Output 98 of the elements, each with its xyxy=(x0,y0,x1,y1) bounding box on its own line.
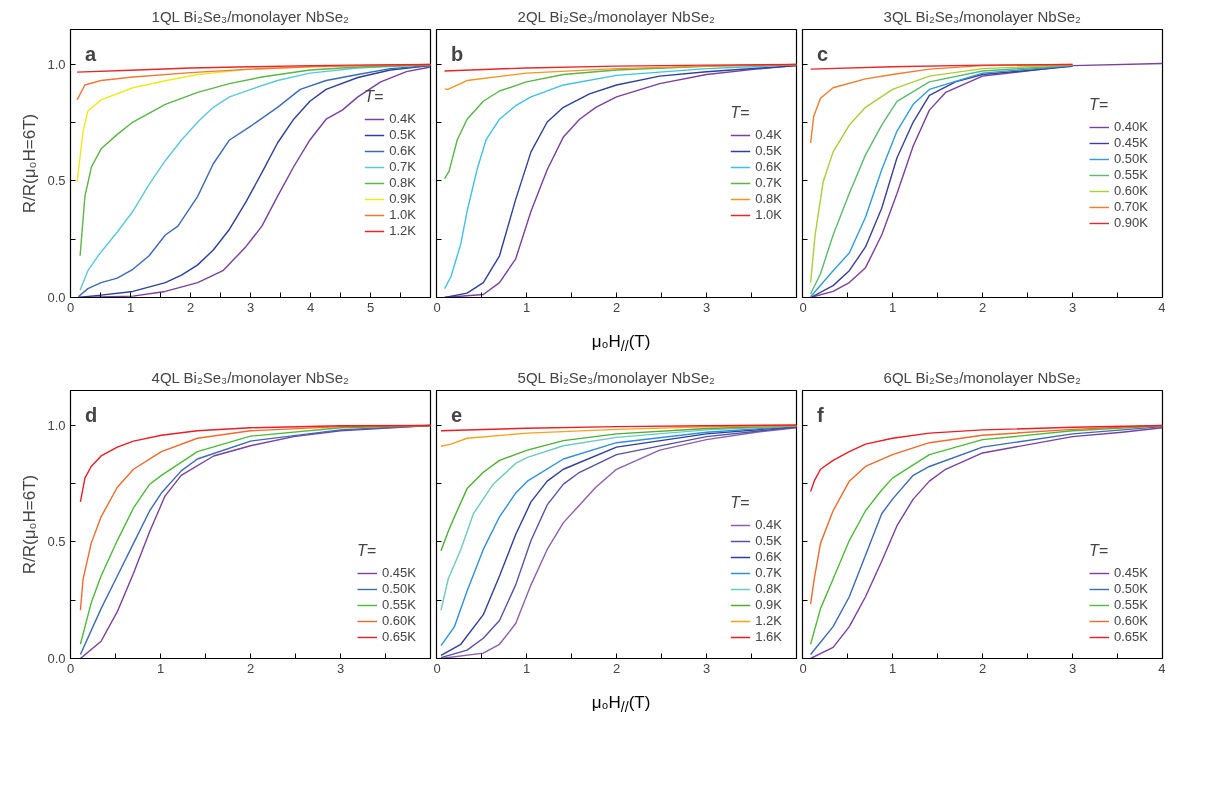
legend-label: 0.50K xyxy=(1114,151,1148,166)
x-tick-label: 0 xyxy=(66,299,75,315)
legend-label: 0.4K xyxy=(755,517,782,532)
legend-label: 0.6K xyxy=(389,143,416,158)
legend-label: 0.90K xyxy=(1114,215,1148,230)
legend-label: 0.50K xyxy=(382,581,416,596)
legend-label: 0.4K xyxy=(389,111,416,126)
annotation: d xyxy=(84,403,98,426)
x-tick-label: 0 xyxy=(433,299,441,315)
x-tick-label: 1 xyxy=(522,660,531,676)
line-series xyxy=(76,63,431,73)
legend-label: 0.55K xyxy=(382,597,416,612)
x-tick-label: 1 xyxy=(888,660,897,676)
legend-title: T= xyxy=(357,542,378,560)
legend-label: 0.45K xyxy=(382,565,416,580)
line-series xyxy=(79,424,431,503)
x-tick-label: 2 xyxy=(978,299,987,315)
legend-label: 0.40K xyxy=(1114,119,1148,134)
y-tick-label: 1.0 xyxy=(47,417,66,433)
x-tick-label: 4 xyxy=(1158,660,1166,676)
x-tick-label: 3 xyxy=(702,299,711,315)
x-tick-label: 2 xyxy=(186,299,195,315)
legend-label: 0.5K xyxy=(389,127,416,142)
legend-label: 0.8K xyxy=(755,191,782,206)
legend-label: 0.65K xyxy=(1114,629,1148,644)
x-tick-label: 1 xyxy=(522,299,531,315)
legend-label: 0.7K xyxy=(755,175,782,190)
x-tick-label: 2 xyxy=(612,660,621,676)
legend-label: 1.0K xyxy=(755,207,782,222)
annotation: b xyxy=(450,42,464,65)
x-tick-label: 4 xyxy=(306,299,315,315)
annotation: e xyxy=(450,403,463,426)
x-tick-label: 2 xyxy=(612,299,621,315)
legend-label: 0.6K xyxy=(755,159,782,174)
legend-label: 1.2K xyxy=(389,223,416,238)
legend-label: 0.9K xyxy=(389,191,416,206)
legend-label: 0.5K xyxy=(755,143,782,158)
legend-label: 0.60K xyxy=(1114,183,1148,198)
chart-title: 4QL Bi₂Se₃/monolayer NbSe₂ xyxy=(151,368,350,386)
legend-label: 0.70K xyxy=(1114,199,1148,214)
legend-label: 0.50K xyxy=(1114,581,1148,596)
legend-label: 1.2K xyxy=(755,613,782,628)
x-tick-label: 0 xyxy=(433,660,441,676)
x-tick-label: 2 xyxy=(978,660,987,676)
chart-title: 1QL Bi₂Se₃/monolayer NbSe₂ xyxy=(151,7,350,25)
y-axis-title: R/R(μ₀H=6T) xyxy=(20,113,40,214)
legend-label: 1.6K xyxy=(755,629,782,644)
legend-label: 0.8K xyxy=(755,581,782,596)
x-tick-label: 1 xyxy=(888,299,897,315)
legend-label: 0.60K xyxy=(382,613,416,628)
chart-title: 6QL Bi₂Se₃/monolayer NbSe₂ xyxy=(883,368,1082,386)
x-axis-title: μ₀H$_{//}$(T) xyxy=(591,331,651,357)
legend-label: 0.6K xyxy=(755,549,782,564)
y-tick-label: 0.0 xyxy=(47,651,66,666)
legend-title: T= xyxy=(730,104,751,122)
legend-label: 0.45K xyxy=(1114,135,1148,150)
x-axis-title: μ₀H$_{//}$(T) xyxy=(591,692,651,718)
x-tick-label: 3 xyxy=(336,660,345,676)
legend-title: T= xyxy=(1089,96,1110,114)
legend-title: T= xyxy=(1089,542,1110,560)
x-tick-label: 5 xyxy=(366,299,375,315)
y-tick-label: 0.5 xyxy=(47,173,66,189)
x-tick-label: 3 xyxy=(1068,660,1077,676)
x-tick-label: 0 xyxy=(799,299,807,315)
x-tick-label: 3 xyxy=(1068,299,1077,315)
legend-label: 0.9K xyxy=(755,597,782,612)
legend-title: T= xyxy=(730,494,751,512)
legend-label: 0.45K xyxy=(1114,565,1148,580)
chart-title: 3QL Bi₂Se₃/monolayer NbSe₂ xyxy=(883,7,1082,25)
legend-label: 0.8K xyxy=(389,175,416,190)
x-tick-label: 3 xyxy=(246,299,255,315)
chart-title: 5QL Bi₂Se₃/monolayer NbSe₂ xyxy=(517,368,716,386)
x-tick-label: 3 xyxy=(702,660,711,676)
legend-label: 0.7K xyxy=(755,565,782,580)
legend-label: 0.4K xyxy=(755,127,782,142)
y-tick-label: 0.5 xyxy=(47,534,66,550)
legend-label: 1.0K xyxy=(389,207,416,222)
y-tick-label: 0.0 xyxy=(47,290,66,305)
x-tick-label: 1 xyxy=(156,660,165,676)
x-tick-label: 0 xyxy=(66,660,75,676)
annotation: a xyxy=(84,42,97,65)
y-axis-title: R/R(μ₀H=6T) xyxy=(20,474,40,575)
legend-label: 0.65K xyxy=(382,629,416,644)
chart-title: 2QL Bi₂Se₃/monolayer NbSe₂ xyxy=(517,7,716,25)
legend-label: 0.55K xyxy=(1114,597,1148,612)
annotation: c xyxy=(816,42,829,65)
x-tick-label: 1 xyxy=(126,299,135,315)
x-tick-label: 2 xyxy=(246,660,255,676)
legend-label: 0.55K xyxy=(1114,167,1148,182)
legend-title: T= xyxy=(364,88,385,106)
legend-label: 0.7K xyxy=(389,159,416,174)
line-series xyxy=(79,64,431,257)
x-tick-label: 0 xyxy=(799,660,807,676)
x-tick-label: 4 xyxy=(1158,299,1166,315)
y-tick-label: 1.0 xyxy=(47,56,66,72)
legend-label: 0.60K xyxy=(1114,613,1148,628)
annotation: f xyxy=(816,403,824,426)
legend-label: 0.5K xyxy=(755,533,782,548)
